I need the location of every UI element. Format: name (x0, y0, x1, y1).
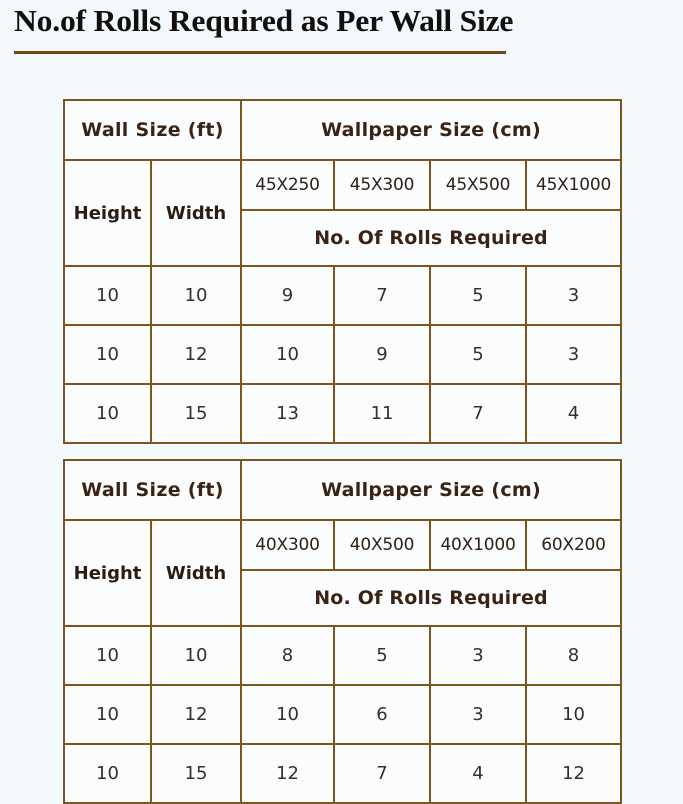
cell-height: 10 (63, 383, 152, 444)
wallpaper-size-option: 45X1000 (525, 159, 623, 211)
cell-rolls: 4 (525, 383, 623, 444)
wall-size-header: Wall Size (ft) (62, 459, 243, 521)
cell-rolls: 9 (333, 324, 432, 385)
cell-rolls: 13 (240, 383, 336, 444)
cell-rolls: 9 (240, 265, 336, 326)
wallpaper-size-option: 45X500 (429, 159, 528, 211)
cell-rolls: 10 (240, 324, 336, 385)
table-header-row-sizes: Height Width 40X300 40X500 40X1000 60X20… (63, 519, 623, 627)
cell-height: 10 (63, 625, 152, 686)
width-header: Width (149, 519, 243, 627)
cell-rolls: 11 (333, 383, 432, 444)
table-header-row-main: Wall Size (ft) Wallpaper Size (cm) (62, 459, 623, 521)
table-row: 10 15 12 7 4 12 (63, 743, 623, 804)
wallpaper-size-option: 45X250 (240, 159, 336, 211)
table-header-row-rolls: No. Of Rolls Required (64, 569, 623, 627)
table-header-row-sizes: Height Width 45X250 45X300 45X500 45X100… (63, 159, 623, 267)
cell-rolls: 3 (525, 324, 623, 385)
cell-width: 12 (149, 324, 243, 385)
cell-width: 12 (149, 684, 243, 745)
wallpaper-size-header: Wallpaper Size (cm) (240, 459, 623, 521)
cell-rolls: 7 (429, 383, 528, 444)
table-row: 10 10 8 5 3 8 (63, 625, 623, 686)
cell-width: 10 (149, 625, 243, 686)
cell-rolls: 3 (525, 265, 623, 326)
cell-rolls: 3 (429, 684, 528, 745)
title-block: No.of Rolls Required as Per Wall Size (14, 2, 674, 54)
width-header: Width (149, 159, 243, 267)
table-row: 10 15 13 11 7 4 (63, 383, 623, 444)
cell-rolls: 5 (429, 324, 528, 385)
rolls-table-1: Wall Size (ft) Wallpaper Size (cm) Heigh… (62, 99, 623, 444)
cell-rolls: 7 (333, 265, 432, 326)
cell-rolls: 10 (240, 684, 336, 745)
cell-rolls: 6 (333, 684, 432, 745)
cell-rolls: 4 (429, 743, 528, 804)
cell-rolls: 10 (525, 684, 623, 745)
table-header-row-rolls: No. Of Rolls Required (64, 209, 623, 267)
cell-rolls: 7 (333, 743, 432, 804)
cell-rolls: 5 (429, 265, 528, 326)
cell-rolls: 12 (525, 743, 623, 804)
rolls-required-header: No. Of Rolls Required (240, 569, 623, 627)
cell-rolls: 5 (333, 625, 432, 686)
height-header: Height (63, 159, 152, 267)
wall-size-header: Wall Size (ft) (62, 99, 243, 161)
wallpaper-size-header: Wallpaper Size (cm) (240, 99, 623, 161)
rolls-table-2: Wall Size (ft) Wallpaper Size (cm) Heigh… (62, 459, 623, 804)
wallpaper-size-option: 60X200 (525, 519, 623, 571)
cell-rolls: 3 (429, 625, 528, 686)
page-title: No.of Rolls Required as Per Wall Size (14, 3, 514, 38)
cell-height: 10 (63, 265, 152, 326)
cell-width: 10 (149, 265, 243, 326)
cell-rolls: 8 (240, 625, 336, 686)
table-row: 10 10 9 7 5 3 (63, 265, 623, 326)
cell-height: 10 (63, 743, 152, 804)
wallpaper-size-option: 40X500 (333, 519, 432, 571)
rolls-required-header: No. Of Rolls Required (240, 209, 623, 267)
table-row: 10 12 10 9 5 3 (63, 324, 623, 385)
wallpaper-size-option: 45X300 (333, 159, 432, 211)
table-header-row-main: Wall Size (ft) Wallpaper Size (cm) (62, 99, 623, 161)
cell-width: 15 (149, 383, 243, 444)
cell-height: 10 (63, 684, 152, 745)
title-underline-rule (14, 51, 506, 54)
cell-rolls: 8 (525, 625, 623, 686)
wallpaper-size-option: 40X300 (240, 519, 336, 571)
cell-height: 10 (63, 324, 152, 385)
cell-width: 15 (149, 743, 243, 804)
height-header: Height (63, 519, 152, 627)
wallpaper-size-option: 40X1000 (429, 519, 528, 571)
cell-rolls: 12 (240, 743, 336, 804)
table-row: 10 12 10 6 3 10 (63, 684, 623, 745)
